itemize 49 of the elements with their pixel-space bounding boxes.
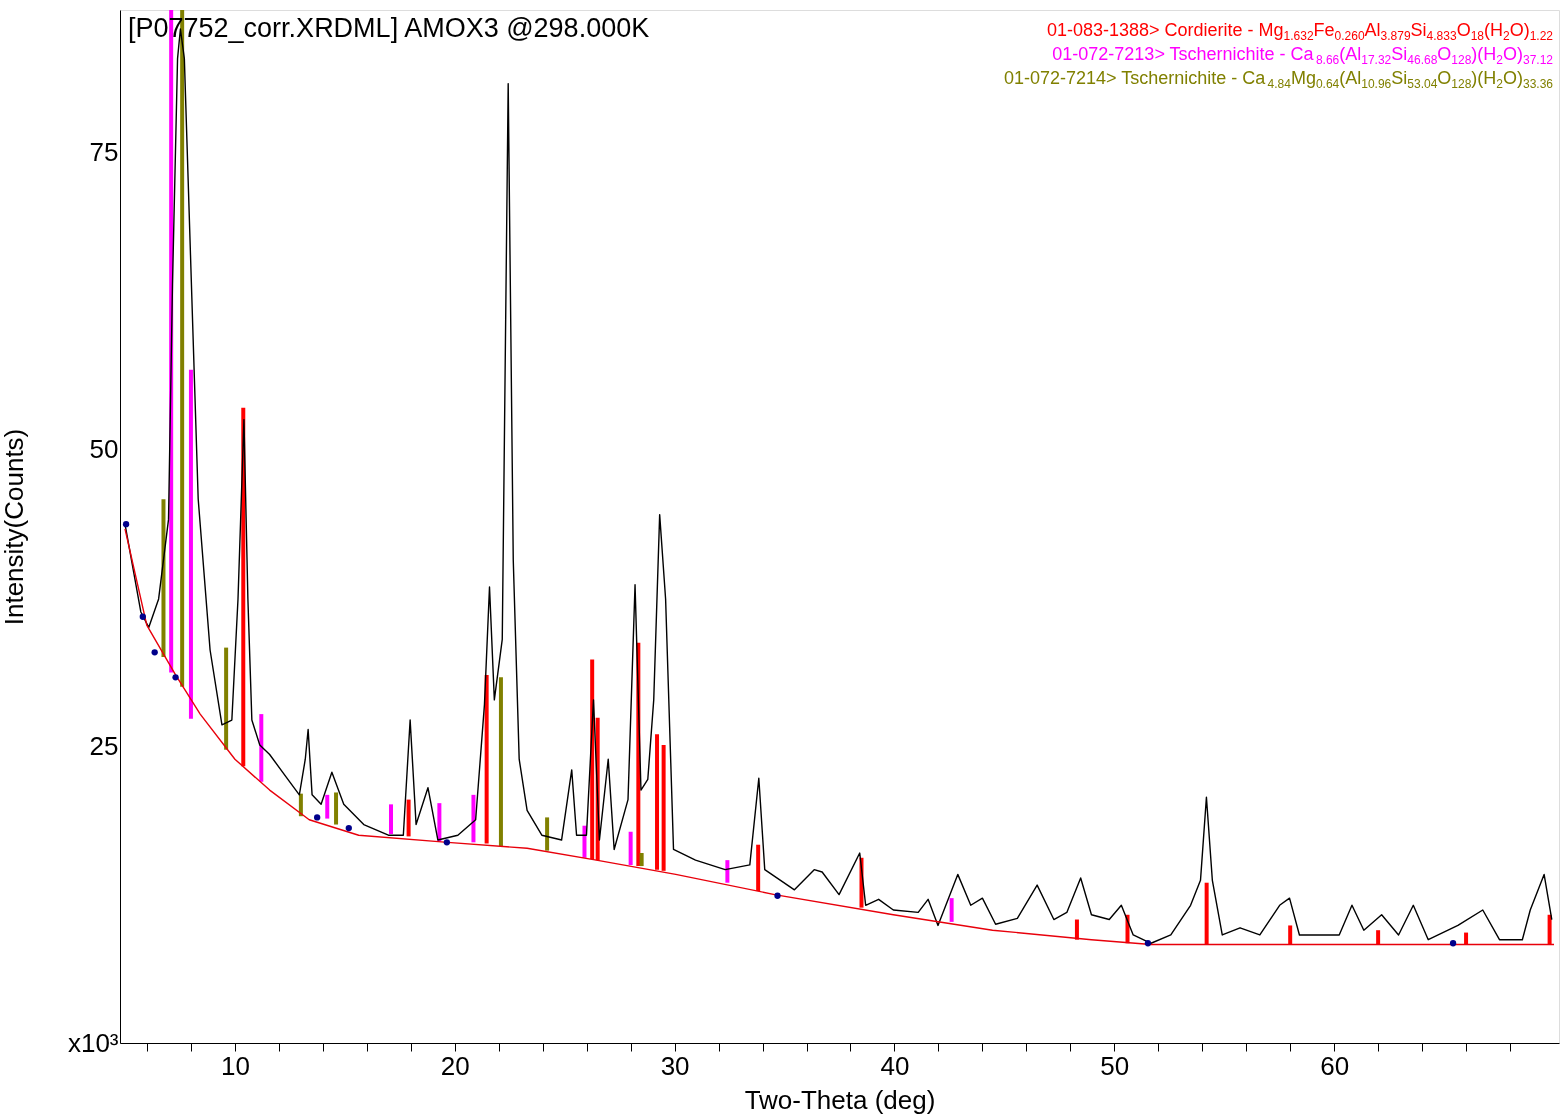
bar [1204, 882, 1209, 945]
bar [756, 844, 761, 892]
x-tick-label: 50 [1100, 1050, 1130, 1081]
point [151, 649, 158, 656]
point [1144, 940, 1152, 947]
bar [437, 803, 442, 842]
bar [1376, 930, 1381, 945]
point [345, 824, 352, 832]
bar [389, 804, 394, 835]
bar [628, 831, 633, 865]
point [122, 520, 130, 528]
point [774, 892, 781, 899]
point [313, 814, 321, 821]
bar [1074, 919, 1079, 940]
bar [655, 734, 660, 870]
x-tick-label: 20 [440, 1050, 470, 1081]
bar [406, 799, 411, 837]
bar [224, 647, 229, 750]
point [139, 613, 146, 620]
x-tick-label: 60 [1320, 1050, 1350, 1081]
bar [325, 794, 330, 819]
bar [484, 674, 489, 844]
y-tick-label: x10³ [67, 1027, 119, 1058]
point [1449, 940, 1457, 947]
point [172, 674, 179, 681]
bar [259, 714, 264, 782]
bar [661, 744, 666, 871]
y-tick-label: 50 [89, 433, 119, 464]
bar [1547, 914, 1552, 945]
bar [639, 853, 644, 867]
y-axis-title: Intensity(Counts) [0, 428, 29, 626]
bar [471, 794, 476, 843]
x-axis-title: Two-Theta (deg) [744, 1084, 936, 1115]
bar [334, 792, 339, 825]
x-tick-label: 30 [660, 1050, 690, 1081]
x-tick-label: 40 [880, 1050, 910, 1081]
bar [1464, 932, 1469, 945]
bar [725, 860, 730, 883]
bar [545, 817, 550, 851]
bar [188, 369, 193, 719]
bar [949, 898, 954, 922]
bar [1288, 925, 1293, 945]
point [443, 839, 451, 846]
y-tick-label: 75 [89, 136, 119, 167]
bar [582, 825, 587, 858]
x-tick-label: 10 [220, 1050, 250, 1081]
bar [161, 499, 166, 658]
bar [498, 677, 503, 846]
y-tick-label: 25 [89, 730, 119, 761]
